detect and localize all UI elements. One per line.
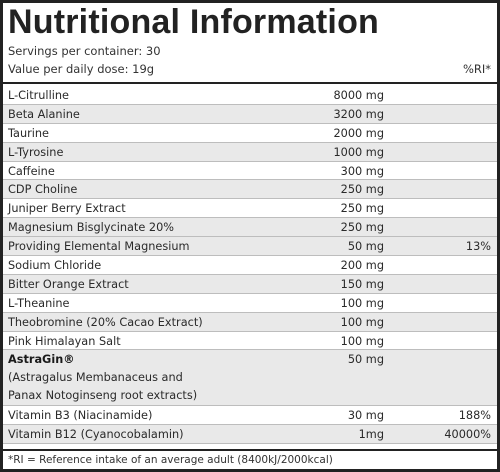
table-row: CDP Choline 250 mg bbox=[3, 180, 497, 200]
table-row: Providing Elemental Magnesium 50 mg 13% bbox=[3, 237, 497, 257]
ingredient-name: Taurine bbox=[8, 126, 50, 140]
table-row: Bitter Orange Extract 150 mg bbox=[3, 274, 497, 294]
servings-text: Servings per container: 30 bbox=[8, 44, 161, 58]
table-row: Caffeine 300 mg bbox=[3, 162, 497, 181]
ingredient-amount: 3200 mg bbox=[333, 107, 384, 121]
table-row: Pink Himalayan Salt 100 mg bbox=[3, 332, 497, 351]
table-row: Taurine 2000 mg bbox=[3, 124, 497, 143]
ingredient-amount: 1000 mg bbox=[333, 145, 384, 159]
ingredient-ri: 13% bbox=[465, 240, 491, 254]
ingredient-name: Juniper Berry Extract bbox=[8, 202, 126, 216]
ingredient-amount: 250 mg bbox=[340, 202, 384, 216]
ri-footnote: *RI = Reference intake of an average adu… bbox=[8, 454, 333, 466]
ingredient-name: Caffeine bbox=[8, 164, 55, 178]
ingredient-table: L-Citrulline 8000 mg Beta Alanine 3200 m… bbox=[3, 86, 497, 445]
ri-column-header: %RI* bbox=[462, 62, 491, 76]
dose-text: Value per daily dose: 19g bbox=[8, 62, 155, 76]
table-row: Sodium Chloride 200 mg bbox=[3, 256, 497, 275]
astragin-detail-line-1: (Astragalus Membanaceus and bbox=[8, 371, 183, 385]
astragin-detail-line-2: Panax Notoginseng root extracts) bbox=[8, 389, 198, 403]
ingredient-name: Pink Himalayan Salt bbox=[8, 334, 121, 348]
table-row: Theobromine (20% Cacao Extract) 100 mg bbox=[3, 312, 497, 332]
ingredient-name: Providing Elemental Magnesium bbox=[8, 240, 190, 254]
ingredient-amount: 150 mg bbox=[340, 277, 384, 291]
top-divider bbox=[3, 82, 497, 84]
ingredient-name: Beta Alanine bbox=[8, 107, 80, 121]
table-row: Juniper Berry Extract 250 mg bbox=[3, 199, 497, 219]
ingredient-name: Bitter Orange Extract bbox=[8, 277, 129, 291]
astragin-brand-name: AstraGin® bbox=[8, 353, 75, 367]
ingredient-name: L-Theanine bbox=[8, 296, 70, 310]
ingredient-name: Magnesium Bisglycinate 20% bbox=[8, 221, 175, 235]
ingredient-ri: 188% bbox=[458, 409, 491, 423]
bottom-divider bbox=[3, 449, 497, 451]
ingredient-name: Vitamin B3 (Niacinamide) bbox=[8, 409, 153, 423]
ingredient-amount: 30 mg bbox=[347, 409, 384, 423]
ingredient-name: Vitamin B12 (Cyanocobalamin) bbox=[8, 428, 184, 442]
ingredient-ri: 40000% bbox=[444, 428, 491, 442]
ingredient-amount: 100 mg bbox=[340, 296, 384, 310]
table-row: L-Tyrosine 1000 mg bbox=[3, 142, 497, 162]
panel-title: Nutritional Information bbox=[8, 3, 380, 41]
ingredient-name: AstraGin® (Astragalus Membanaceus and Pa… bbox=[8, 351, 197, 405]
ingredient-amount: 250 mg bbox=[340, 183, 384, 197]
ingredient-amount: 2000 mg bbox=[333, 126, 384, 140]
table-row: L-Citrulline 8000 mg bbox=[3, 86, 497, 105]
ingredient-amount: 100 mg bbox=[340, 315, 384, 329]
ingredient-name: L-Citrulline bbox=[8, 89, 69, 102]
table-row: L-Theanine 100 mg bbox=[3, 294, 497, 313]
table-row: Vitamin B3 (Niacinamide) 30 mg 188% bbox=[3, 406, 497, 426]
ingredient-name: Sodium Chloride bbox=[8, 259, 102, 273]
table-row-astragin: AstraGin® (Astragalus Membanaceus and Pa… bbox=[3, 350, 497, 407]
ingredient-amount: 250 mg bbox=[340, 221, 384, 235]
ingredient-amount: 50 mg bbox=[347, 240, 384, 254]
table-row: Magnesium Bisglycinate 20% 250 mg bbox=[3, 218, 497, 238]
ingredient-amount: 200 mg bbox=[340, 259, 384, 273]
ingredient-amount: 300 mg bbox=[340, 164, 384, 178]
ingredient-amount: 100 mg bbox=[340, 334, 384, 348]
table-row: Beta Alanine 3200 mg bbox=[3, 104, 497, 124]
ingredient-name: Theobromine (20% Cacao Extract) bbox=[8, 315, 203, 329]
ingredient-amount: 8000 mg bbox=[333, 89, 384, 102]
ingredient-name: L-Tyrosine bbox=[8, 145, 64, 159]
table-row: Vitamin B12 (Cyanocobalamin) 1mg 40000% bbox=[3, 425, 497, 445]
ingredient-amount: 1mg bbox=[358, 428, 384, 442]
ingredient-amount: 50 mg bbox=[347, 353, 384, 367]
ingredient-name: CDP Choline bbox=[8, 183, 78, 197]
